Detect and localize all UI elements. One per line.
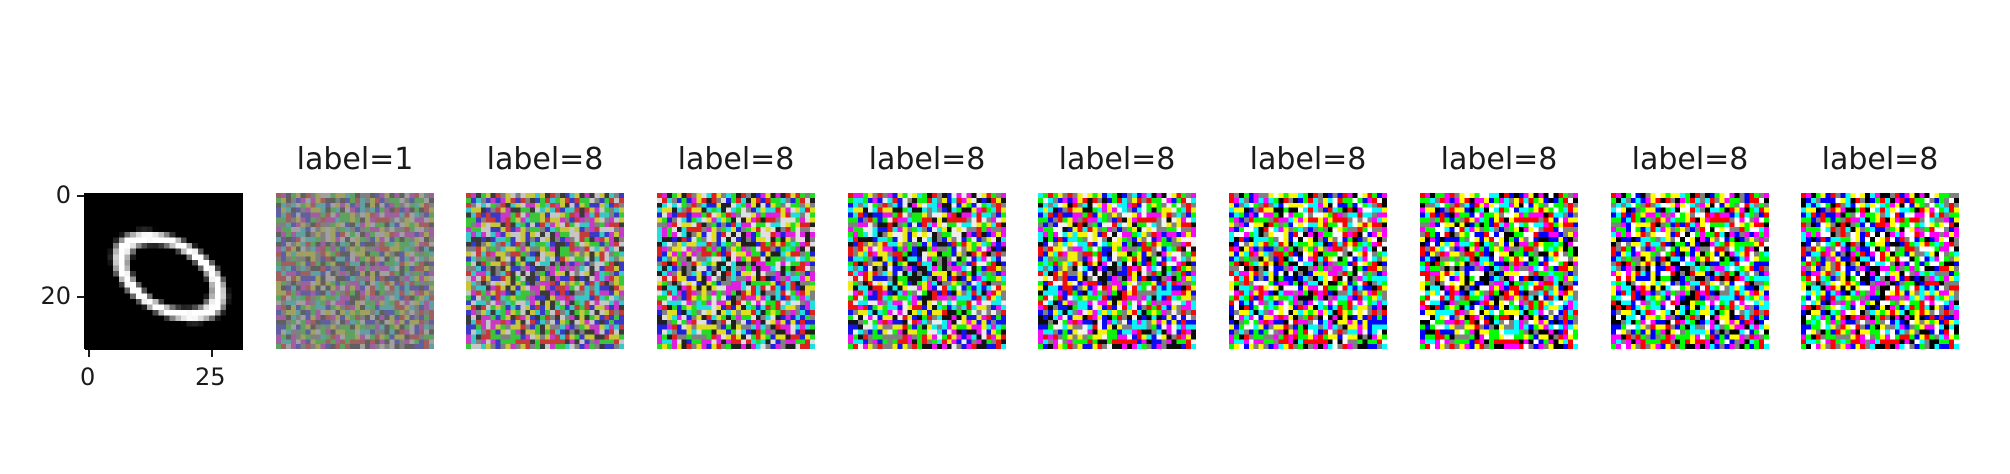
image-canvas: [657, 193, 815, 349]
panel-title: label=8: [868, 142, 986, 177]
x-tick-mark: [211, 349, 213, 357]
generated-noise-image: [1801, 193, 1959, 349]
x-tick-label: 0: [80, 363, 96, 391]
generated-noise-image: [1420, 193, 1578, 349]
generated-noise-image: [276, 193, 434, 349]
generated-noise-image: [1611, 193, 1769, 349]
panel-title: label=1: [296, 142, 414, 177]
panel-title: label=8: [1631, 142, 1749, 177]
generated-noise-image: [657, 193, 815, 349]
y-tick-mark: [77, 195, 85, 197]
x-tick-mark: [88, 349, 90, 357]
image-canvas: [1038, 193, 1196, 349]
generated-noise-image: [1229, 193, 1387, 349]
x-tick-label: 25: [195, 363, 226, 391]
y-tick-label: 0: [55, 181, 71, 209]
image-canvas: [1611, 193, 1769, 349]
image-canvas: [848, 193, 1006, 349]
image-canvas: [466, 193, 624, 349]
panel-title: label=8: [1440, 142, 1558, 177]
panel-title: label=8: [1821, 142, 1939, 177]
panel-title: label=8: [677, 142, 795, 177]
axis-spine-bottom: [85, 348, 243, 350]
panel-title: label=8: [1249, 142, 1367, 177]
input-digit-image: [85, 193, 243, 349]
y-tick-mark: [77, 296, 85, 298]
y-tick-label: 20: [40, 282, 71, 310]
axis-spine-left: [84, 193, 86, 349]
panel-title: label=8: [486, 142, 604, 177]
panel-title: label=8: [1058, 142, 1176, 177]
image-canvas: [1229, 193, 1387, 349]
generated-noise-image: [466, 193, 624, 349]
generated-noise-image: [1038, 193, 1196, 349]
image-canvas: [1420, 193, 1578, 349]
image-canvas: [85, 193, 243, 349]
image-canvas: [276, 193, 434, 349]
image-canvas: [1801, 193, 1959, 349]
generated-noise-image: [848, 193, 1006, 349]
